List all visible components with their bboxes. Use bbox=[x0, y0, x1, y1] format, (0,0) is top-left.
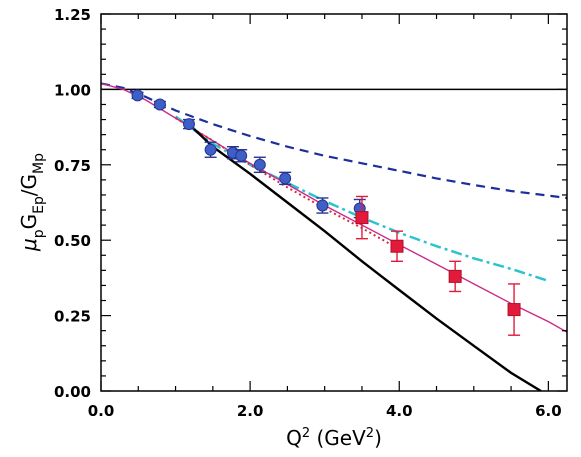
data-point-circle bbox=[235, 149, 248, 162]
y-tick-label: 1.00 bbox=[54, 81, 91, 99]
data-point-circle bbox=[153, 98, 166, 111]
x-tick-label: 0.0 bbox=[88, 402, 115, 420]
data-point-circle bbox=[316, 199, 329, 212]
model-curve-4 bbox=[101, 82, 567, 333]
x-tick-label: 6.0 bbox=[535, 402, 562, 420]
y-tick-label: 0.00 bbox=[54, 383, 91, 401]
y-tick-label: 0.75 bbox=[54, 157, 91, 175]
data-point-circle bbox=[253, 158, 266, 171]
x-tick-label: 4.0 bbox=[386, 402, 413, 420]
y-tick-label: 0.50 bbox=[54, 232, 91, 250]
plot-frame bbox=[100, 13, 568, 392]
axis-ticks bbox=[100, 13, 567, 392]
data-point-square bbox=[507, 303, 521, 317]
data-point-circle bbox=[279, 172, 292, 185]
model-curves bbox=[101, 82, 567, 391]
x-axis-title: Q2 (GeV2) bbox=[286, 426, 382, 450]
plot-frame-border bbox=[100, 13, 568, 392]
y-tick-label: 1.25 bbox=[54, 6, 91, 24]
data-point-circle bbox=[204, 143, 217, 156]
x-tick-label: 2.0 bbox=[237, 402, 264, 420]
axis-labels: 0.0 2.0 4.0 6.0 0.00 0.25 0.50 0.75 1.00 1.25 Q2 (… bbox=[17, 6, 562, 450]
data-point-circle bbox=[182, 118, 195, 131]
y-axis-title: μpGEp/GMp bbox=[17, 153, 47, 252]
data-point-square bbox=[390, 239, 404, 253]
model-curve-2 bbox=[101, 82, 567, 200]
y-tick-label: 0.25 bbox=[54, 308, 91, 326]
data-point-square bbox=[355, 211, 369, 225]
data-points bbox=[131, 89, 521, 336]
data-point-square bbox=[448, 269, 462, 283]
model-curve-6 bbox=[189, 124, 542, 391]
data-point-circle bbox=[131, 89, 144, 102]
